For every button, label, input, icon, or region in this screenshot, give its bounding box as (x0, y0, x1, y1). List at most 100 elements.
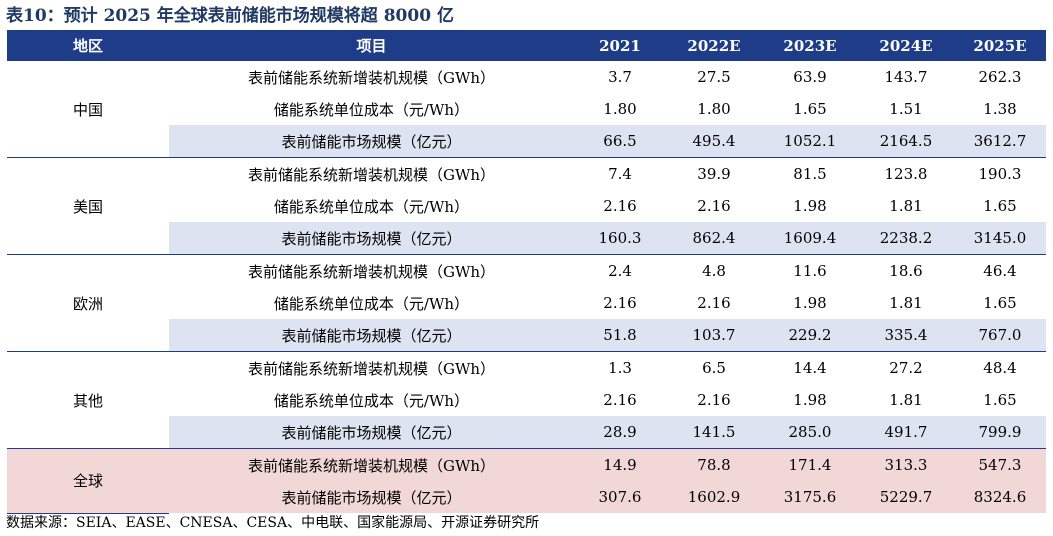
value-cell: 262.3 (978, 68, 1022, 86)
item-cell: 储能系统单位成本（元/Wh） (169, 190, 574, 222)
value-cell: 495.4 (666, 125, 762, 158)
value-cell: 3145.0 (954, 222, 1046, 255)
header-year: 2024E (858, 30, 954, 61)
value-cell: 2238.2 (858, 222, 954, 255)
value-cell: 2.16 (603, 391, 637, 409)
region-cell: 欧洲 (7, 254, 169, 352)
value-cell: 799.9 (954, 416, 1046, 449)
item-label: 表前储能系统新增装机规模（GWh） (247, 165, 496, 184)
value-cell: 190.3 (978, 165, 1022, 183)
value-cell: 27.2 (889, 359, 923, 377)
item-cell: 表前储能系统新增装机规模（GWh） (169, 61, 574, 93)
data-source-note: 数据来源：SEIA、EASE、CNESA、CESA、中电联、国家能源局、开源证券… (6, 515, 540, 531)
value-cell: 2.16 (697, 294, 731, 312)
table-row: 表前储能市场规模（亿元） 160.3 862.4 1609.4 2238.2 3145.0 (7, 222, 1046, 255)
region-cell: 其他 (7, 351, 169, 449)
item-cell: 储能系统单位成本（元/Wh） (169, 287, 574, 319)
value-cell: 141.5 (666, 416, 762, 449)
table-row: 中国 表前储能系统新增装机规模（GWh） 3.7 27.5 63.9 143.7 262.3 (7, 61, 1046, 158)
value-cell: 1.98 (793, 391, 827, 409)
header-year: 2023E (762, 30, 858, 61)
value-cell: 2.16 (603, 197, 637, 215)
header-row: 地区 项目 2021 2022E 2023E 2024E 2025E (7, 30, 1046, 61)
value-cell: 3175.6 (762, 481, 858, 513)
value-cell: 1.80 (603, 100, 637, 118)
value-cell: 78.8 (666, 448, 762, 481)
item-cell: 表前储能系统新增装机规模（GWh） (169, 158, 574, 191)
region-cell: 中国 (7, 61, 169, 158)
header-item: 项目 (169, 30, 574, 61)
value-cell: 28.9 (574, 416, 666, 449)
table-title: 表10：预计 2025 年全球表前储能市场规模将超 8000 亿 (6, 6, 454, 26)
value-cell: 48.4 (983, 359, 1017, 377)
table-row: 表前储能市场规模（亿元） 28.9 141.5 285.0 491.7 799.9 (7, 416, 1046, 449)
value-cell: 285.0 (762, 416, 858, 449)
item-cell: 表前储能市场规模（亿元） (169, 222, 574, 255)
item-cell: 表前储能市场规模（亿元） (169, 125, 574, 158)
table-row: 储能系统单位成本（元/Wh） 2.16 2.16 1.98 1.81 1.65 (7, 384, 1046, 416)
value-cell: 7.4 (608, 165, 632, 183)
item-label: 表前储能系统新增装机规模（GWh） (247, 359, 496, 378)
value-cell: 2.16 (697, 391, 731, 409)
value-cell: 63.9 (793, 68, 827, 86)
item-cell: 表前储能市场规模（亿元） (169, 319, 574, 352)
item-label: 表前储能系统新增装机规模（GWh） (247, 456, 496, 475)
item-cell: 表前储能系统新增装机规模（GWh） (169, 352, 574, 385)
item-label: 表前储能市场规模（亿元） (281, 132, 462, 151)
value-cell: 5229.7 (858, 481, 954, 513)
value-cell: 39.9 (697, 165, 731, 183)
value-cell: 1.98 (793, 197, 827, 215)
value-cell: 313.3 (858, 448, 954, 481)
item-label: 表前储能系统新增装机规模（GWh） (247, 68, 496, 87)
value-cell: 66.5 (574, 125, 666, 158)
value-cell: 171.4 (762, 448, 858, 481)
item-label: 表前储能市场规模（亿元） (281, 229, 462, 248)
item-cell: 储能系统单位成本（元/Wh） (169, 93, 574, 125)
value-cell: 767.0 (954, 319, 1046, 352)
table-row: 表前储能市场规模（亿元） 66.5 495.4 1052.1 2164.5 3612.7 (7, 125, 1046, 158)
item-label: 储能系统单位成本（元/Wh） (273, 197, 470, 216)
value-cell: 229.2 (762, 319, 858, 352)
value-cell: 1.65 (983, 197, 1017, 215)
table-row: 表前储能市场规模（亿元） 307.6 1602.9 3175.6 5229.7 8324.… (7, 481, 1046, 513)
value-cell: 1.65 (983, 391, 1017, 409)
value-cell: 1.98 (793, 294, 827, 312)
item-cell: 表前储能市场规模（亿元） (169, 416, 574, 449)
table-row: 美国 表前储能系统新增装机规模（GWh） 7.4 39.9 81.5 123.8 190.3 (7, 157, 1046, 255)
value-cell: 491.7 (858, 416, 954, 449)
table-row: 全球 表前储能系统新增装机规模（GWh） 14.9 78.8 171.4 313.3 547… (7, 448, 1046, 514)
item-label: 表前储能系统新增装机规模（GWh） (247, 262, 496, 281)
value-cell: 27.5 (697, 68, 731, 86)
value-cell: 2164.5 (858, 125, 954, 158)
value-cell: 1.81 (889, 294, 923, 312)
value-cell: 123.8 (884, 165, 928, 183)
item-cell: 表前储能系统新增装机规模（GWh） (169, 448, 574, 481)
region-cell: 全球 (7, 448, 169, 514)
value-cell: 103.7 (666, 319, 762, 352)
value-cell: 18.6 (889, 262, 923, 280)
value-cell: 1.81 (889, 197, 923, 215)
value-cell: 3612.7 (954, 125, 1046, 158)
item-label: 储能系统单位成本（元/Wh） (273, 294, 470, 313)
value-cell: 14.4 (793, 359, 827, 377)
item-label: 表前储能市场规模（亿元） (281, 326, 462, 345)
value-cell: 1602.9 (666, 481, 762, 513)
value-cell: 1.38 (983, 100, 1017, 118)
table-row: 储能系统单位成本（元/Wh） 1.80 1.80 1.65 1.51 1.38 (7, 93, 1046, 125)
value-cell: 3.7 (608, 68, 632, 86)
value-cell: 1052.1 (762, 125, 858, 158)
value-cell: 547.3 (954, 448, 1046, 481)
table-row: 储能系统单位成本（元/Wh） 2.16 2.16 1.98 1.81 1.65 (7, 287, 1046, 319)
value-cell: 4.8 (702, 262, 726, 280)
item-cell: 表前储能系统新增装机规模（GWh） (169, 255, 574, 288)
value-cell: 2.4 (608, 262, 632, 280)
table-row: 欧洲 表前储能系统新增装机规模（GWh） 2.4 4.8 11.6 18.6 46.4 (7, 254, 1046, 352)
value-cell: 1.65 (983, 294, 1017, 312)
value-cell: 862.4 (666, 222, 762, 255)
item-cell: 表前储能市场规模（亿元） (169, 481, 574, 513)
value-cell: 307.6 (574, 481, 666, 513)
header-year: 2022E (666, 30, 762, 61)
item-label: 表前储能市场规模（亿元） (281, 488, 462, 507)
value-cell: 8324.6 (954, 481, 1046, 513)
header-region: 地区 (7, 30, 169, 61)
